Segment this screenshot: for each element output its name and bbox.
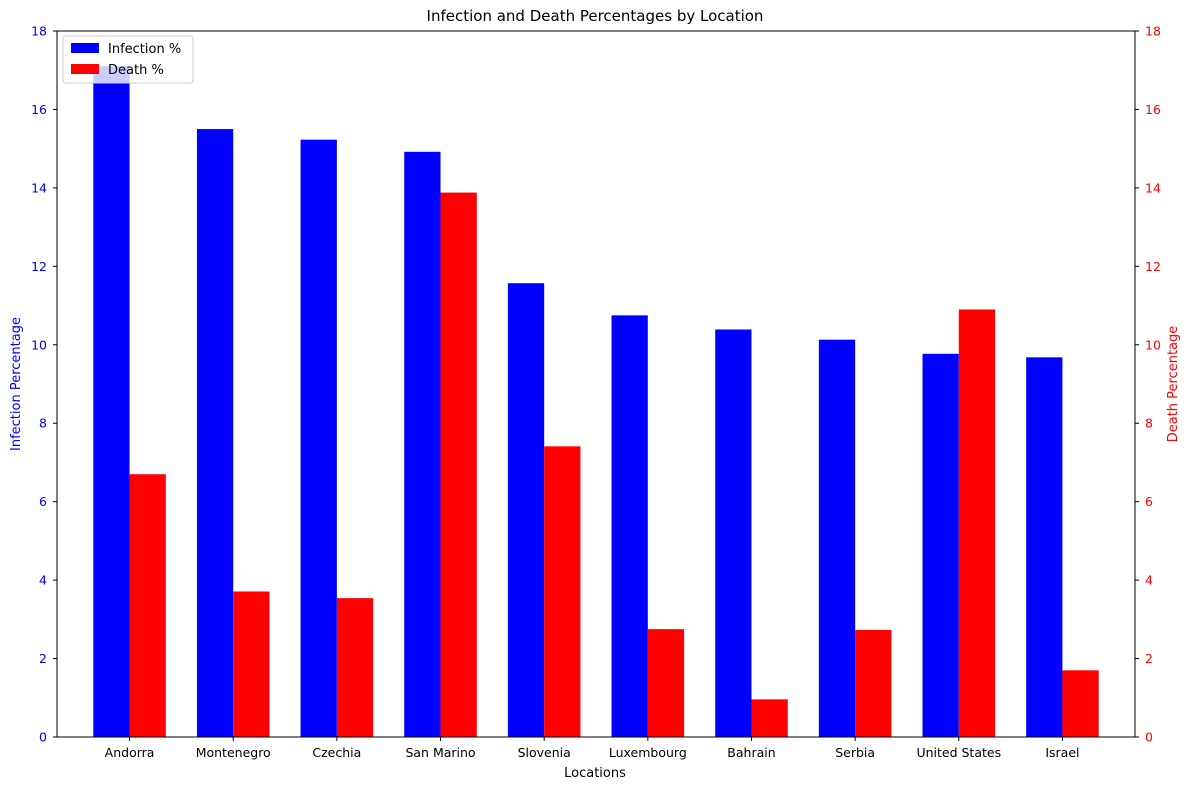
bar-infection-bahrain (715, 329, 752, 737)
bar-death-united-states (958, 309, 996, 737)
bar-death-slovenia (544, 446, 581, 737)
x-tick-label-czechia: Czechia (312, 745, 361, 760)
right-axis-label: Death Percentage (1166, 326, 1181, 443)
x-tick-label-serbia: Serbia (835, 745, 875, 760)
bar-infection-andorra (93, 66, 130, 738)
bar-infection-san-marino (404, 151, 441, 737)
left-tick-label: 6 (39, 494, 47, 509)
left-tick-label: 4 (39, 573, 47, 588)
x-tick-label-bahrain: Bahrain (727, 745, 775, 760)
legend-swatch-death (71, 64, 99, 74)
bar-death-montenegro (233, 591, 270, 737)
bar-death-israel (1062, 670, 1099, 737)
x-tick-label-montenegro: Montenegro (196, 745, 271, 760)
bar-infection-czechia (300, 139, 337, 737)
bar-death-czechia (336, 598, 374, 737)
bar-infection-israel (1026, 357, 1063, 737)
x-axis-ticks: Andorra Montenegro Czechia San Marino Sloven… (105, 737, 1080, 760)
bar-death-san-marino (440, 192, 477, 737)
legend: Infection % Death % (62, 35, 194, 84)
chart-title: Infection and Death Percentages by Locat… (427, 7, 764, 25)
x-tick-label-israel: Israel (1045, 745, 1079, 760)
x-tick-label-san-marino: San Marino (405, 745, 475, 760)
legend-label-infection: Infection % (108, 42, 181, 57)
left-axis-label: Infection Percentage (9, 317, 24, 451)
left-axis-ticks: 0 2 4 6 8 10 12 14 16 18 (31, 24, 57, 745)
left-tick-label: 18 (31, 24, 47, 39)
right-tick-label: 12 (1145, 259, 1161, 274)
right-tick-label: 8 (1145, 416, 1153, 431)
right-tick-label: 2 (1145, 651, 1153, 666)
bar-death-luxembourg (647, 629, 685, 737)
plot-frame (56, 30, 1136, 738)
bar-infection-montenegro (196, 129, 234, 738)
right-tick-label: 10 (1145, 337, 1161, 352)
x-tick-label-andorra: Andorra (105, 745, 155, 760)
right-tick-label: 18 (1145, 24, 1161, 39)
left-tick-label: 10 (31, 337, 47, 352)
bar-infection-united-states (922, 353, 959, 737)
bar-infection-luxembourg (611, 315, 648, 737)
left-tick-label: 16 (31, 102, 47, 117)
bar-infection-slovenia (507, 283, 545, 737)
bar-death-serbia (855, 629, 892, 737)
bar-death-andorra (129, 474, 166, 737)
bar-infection-serbia (818, 339, 856, 737)
right-axis-ticks: 0 2 4 6 8 10 12 14 16 18 (1135, 24, 1161, 745)
right-tick-label: 14 (1145, 180, 1161, 195)
x-axis-label: Locations (564, 766, 626, 781)
x-tick-label-slovenia: Slovenia (518, 745, 571, 760)
right-tick-label: 16 (1145, 102, 1161, 117)
left-tick-label: 8 (39, 416, 47, 431)
left-tick-label: 2 (39, 651, 47, 666)
right-tick-label: 6 (1145, 494, 1153, 509)
left-tick-label: 12 (31, 259, 47, 274)
right-tick-label: 0 (1145, 730, 1153, 745)
left-tick-label: 0 (39, 730, 47, 745)
bars-group (93, 66, 1099, 738)
legend-swatch-infection (71, 43, 99, 53)
x-tick-label-luxembourg: Luxembourg (609, 745, 687, 760)
left-tick-label: 14 (31, 180, 47, 195)
legend-label-death: Death % (108, 63, 164, 78)
bar-death-bahrain (751, 699, 788, 737)
right-tick-label: 4 (1145, 573, 1153, 588)
x-tick-label-united-states: United States (916, 745, 1001, 760)
